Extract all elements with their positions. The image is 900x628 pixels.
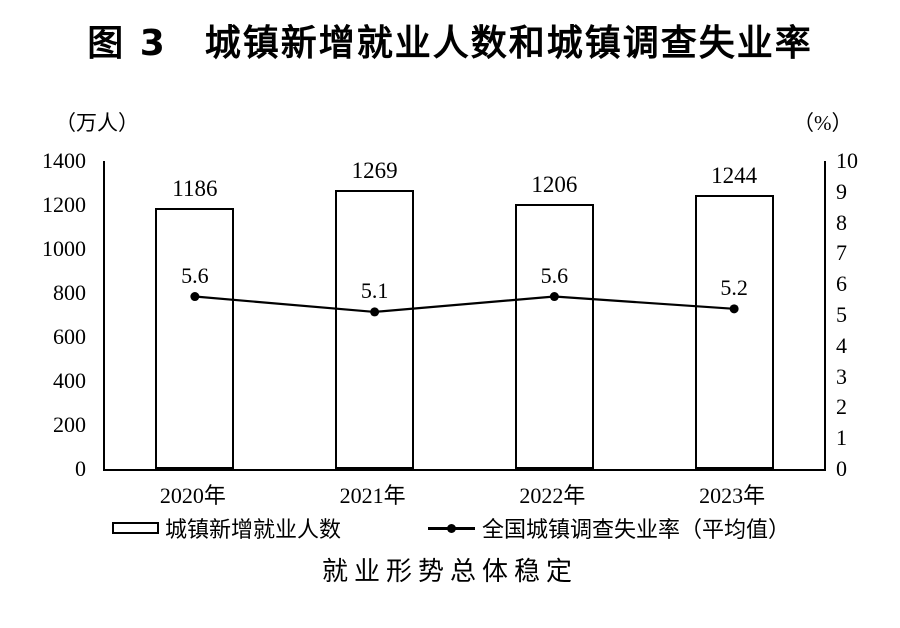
figure-title: 图 3 城镇新增就业人数和城镇调查失业率: [87, 23, 813, 64]
legend-item-bar: 城镇新增就业人数: [112, 514, 341, 542]
bar: [335, 189, 415, 469]
y-axis-tick-label: 400: [53, 368, 86, 393]
line-value-label: 5.1: [360, 277, 389, 303]
line-value-label: 5.6: [540, 262, 569, 288]
y-axis-tick-label: 600: [53, 324, 86, 349]
legend-label-bar: 城镇新增就业人数: [165, 517, 342, 542]
y-axis-tick-label: 5: [836, 302, 847, 327]
x-axis-label: 2021年: [339, 483, 406, 508]
bar-swatch-icon: [112, 522, 159, 534]
y-axis-tick-label: 10: [836, 148, 858, 173]
bar-value-label: 1186: [172, 176, 218, 202]
x-axis-label: 2020年: [159, 483, 226, 508]
bar-value-label: 1244: [711, 163, 758, 189]
line-point: [190, 292, 200, 302]
y-axis-tick-label: 1200: [42, 192, 86, 217]
line-marker-icon: [428, 523, 475, 533]
figure-caption: 就业形势总体稳定: [321, 557, 578, 586]
y-axis-tick-label: 0: [836, 456, 847, 481]
y-axis-tick-label: 800: [53, 280, 86, 305]
line-series: [190, 292, 739, 317]
y-axis-tick-label: 200: [53, 412, 86, 437]
right-axis-unit-label: （%）: [793, 111, 853, 135]
line-point: [729, 304, 739, 314]
y-axis-tick-label: 9: [836, 178, 847, 204]
legend-label-line: 全国城镇调查失业率（平均值）: [482, 517, 791, 542]
x-axis-label: 2022年: [519, 483, 586, 508]
y-axis-tick-label: 1: [836, 425, 847, 451]
y-axis-tick-label: 2: [836, 394, 847, 420]
y-axis-tick-label: 4: [836, 332, 847, 358]
y-axis-tick-label: 6: [836, 271, 847, 297]
bar: [694, 195, 774, 469]
plot-area: 1186 1269 1206 1244 5.6 5.1 5.6 5.2: [103, 157, 826, 471]
y-axis-tick-label: 3: [836, 363, 847, 389]
line-point: [549, 292, 559, 302]
bar-value-label: 1269: [351, 157, 398, 183]
y-axis-tick-label: 7: [836, 240, 847, 266]
line-point: [370, 307, 380, 317]
x-axis-label: 2023年: [699, 483, 766, 508]
bar: [514, 203, 594, 469]
y-axis-tick-label: 8: [836, 209, 847, 235]
bar: [155, 208, 235, 469]
bar-value-label: 1206: [531, 171, 578, 197]
left-axis-unit-label: （万人）: [55, 111, 139, 135]
y-axis-tick-label: 1400: [42, 148, 86, 173]
y-axis-tick-label: 0: [75, 456, 86, 481]
y-axis-tick-label: 1000: [42, 236, 86, 261]
legend-item-line: 全国城镇调查失业率（平均值）: [428, 514, 790, 542]
line-value-label: 5.6: [181, 262, 209, 288]
line-value-label: 5.2: [720, 274, 748, 300]
dot-icon: [447, 523, 456, 533]
